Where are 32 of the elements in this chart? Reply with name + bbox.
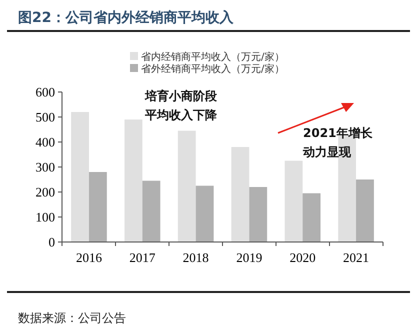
x-tick-label: 2021 [343, 250, 370, 265]
annotation: 平均收入下降 [144, 108, 218, 122]
annotation: 动力显现 [302, 145, 352, 159]
y-tick-label: 300 [36, 160, 55, 175]
bar [88, 172, 107, 242]
y-tick-label: 0 [48, 234, 55, 250]
bar [249, 187, 268, 242]
bar [142, 180, 160, 242]
annotation: 2021年增长 [303, 126, 374, 140]
chart-title: 图22：公司省内外经销商平均收入 [18, 9, 234, 26]
y-tick-label: 100 [36, 210, 55, 225]
bar [284, 160, 303, 242]
x-tick-label: 2017 [129, 250, 156, 265]
source-note: 数据来源：公司公告 [18, 311, 126, 325]
bar [124, 120, 142, 242]
bar [196, 186, 214, 242]
bar [302, 193, 321, 242]
annotation: 培育小商阶段 [144, 89, 218, 103]
legend-label: 省外经销商平均收入（万元/家） [141, 63, 284, 75]
bar [356, 180, 374, 242]
y-tick-label: 400 [36, 134, 55, 150]
bar [231, 147, 250, 242]
bar [71, 112, 89, 242]
x-tick-label: 2018 [182, 250, 209, 265]
y-tick-label: 500 [36, 110, 55, 125]
bar [178, 130, 196, 242]
legend-label: 省内经销商平均收入（万元/家） [141, 51, 284, 63]
x-tick-label: 2016 [76, 250, 102, 265]
y-tick-label: 600 [36, 84, 55, 100]
x-tick-label: 2020 [290, 250, 316, 265]
y-tick-label: 200 [36, 184, 55, 200]
x-tick-label: 2019 [236, 250, 262, 265]
